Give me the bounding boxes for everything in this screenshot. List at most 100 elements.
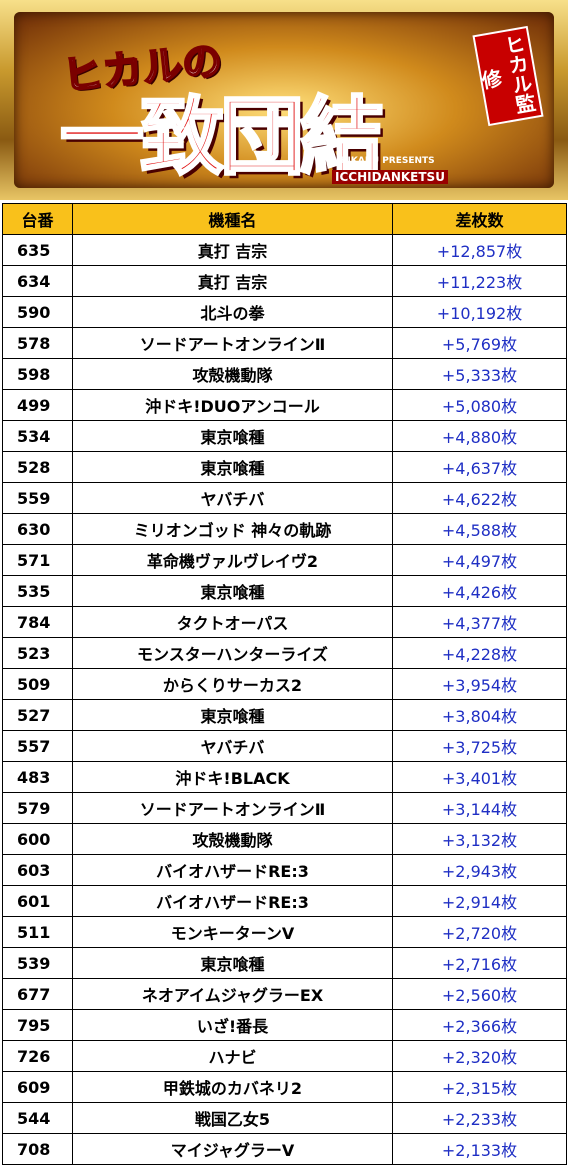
- machine-name: ソードアートオンラインⅡ: [72, 792, 393, 824]
- machine-number: 535: [2, 575, 73, 607]
- table-row: 677 ネオアイムジャグラーEX +2,560枚: [2, 978, 567, 1010]
- diff-count: +11,223枚: [392, 265, 567, 297]
- machine-name: ハナビ: [72, 1040, 393, 1072]
- diff-count: +5,080枚: [392, 389, 567, 421]
- diff-count: +4,497枚: [392, 544, 567, 576]
- machine-number: 677: [2, 978, 73, 1010]
- machine-name: 沖ドキ!BLACK: [72, 761, 393, 793]
- diff-count: +10,192枚: [392, 296, 567, 328]
- machine-number: 528: [2, 451, 73, 483]
- machine-name: マイジャグラーV: [72, 1133, 393, 1165]
- diff-count: +4,622枚: [392, 482, 567, 514]
- machine-number: 527: [2, 699, 73, 731]
- table-row: 630 ミリオンゴッド 神々の軌跡 +4,588枚: [2, 513, 567, 545]
- diff-count: +2,943枚: [392, 854, 567, 886]
- table-row: 483 沖ドキ!BLACK +3,401枚: [2, 761, 567, 793]
- machine-name: 攻殻機動隊: [72, 358, 393, 390]
- machine-name: からくりサーカス2: [72, 668, 393, 700]
- machine-name: 東京喰種: [72, 451, 393, 483]
- machine-number: 509: [2, 668, 73, 700]
- diff-count: +3,954枚: [392, 668, 567, 700]
- machine-name: バイオハザードRE:3: [72, 854, 393, 886]
- diff-count: +12,857枚: [392, 234, 567, 266]
- machine-number: 603: [2, 854, 73, 886]
- diff-count: +3,725枚: [392, 730, 567, 762]
- machine-number: 590: [2, 296, 73, 328]
- machine-number: 784: [2, 606, 73, 638]
- table-row: 708 マイジャグラーV +2,133枚: [2, 1133, 567, 1165]
- diff-count: +2,320枚: [392, 1040, 567, 1072]
- table-row: 535 東京喰種 +4,426枚: [2, 575, 567, 607]
- table-row: 571 革命機ヴァルヴレイヴ2 +4,497枚: [2, 544, 567, 576]
- machine-number: 578: [2, 327, 73, 359]
- machine-number: 571: [2, 544, 73, 576]
- banner-frame: [14, 12, 554, 188]
- table-row: 557 ヤバチバ +3,725枚: [2, 730, 567, 762]
- banner-title: 一致団結: [58, 87, 385, 188]
- table-row: 523 モンスターハンターライズ +4,228枚: [2, 637, 567, 669]
- table-row: 528 東京喰種 +4,637枚: [2, 451, 567, 483]
- machine-number: 579: [2, 792, 73, 824]
- machine-name: ミリオンゴッド 神々の軌跡: [72, 513, 393, 545]
- diff-count: +4,426枚: [392, 575, 567, 607]
- machine-number: 795: [2, 1009, 73, 1041]
- table-row: 578 ソードアートオンラインⅡ +5,769枚: [2, 327, 567, 359]
- machine-name: タクトオーパス: [72, 606, 393, 638]
- machine-name: 真打 吉宗: [72, 234, 393, 266]
- header-row: 台番 機種名 差枚数: [2, 203, 567, 235]
- machine-number: 534: [2, 420, 73, 452]
- diff-count: +2,133枚: [392, 1133, 567, 1165]
- machine-name: モンスターハンターライズ: [72, 637, 393, 669]
- table-row: 509 からくりサーカス2 +3,954枚: [2, 668, 567, 700]
- table-row: 539 東京喰種 +2,716枚: [2, 947, 567, 979]
- column-header: 差枚数: [392, 203, 567, 235]
- machine-number: 708: [2, 1133, 73, 1165]
- machine-name: ソードアートオンラインⅡ: [72, 327, 393, 359]
- banner-presents: HIKARU PRESENTS: [340, 156, 435, 166]
- table-row: 603 バイオハザードRE:3 +2,943枚: [2, 854, 567, 886]
- machine-name: モンキーターンV: [72, 916, 393, 948]
- diff-count: +2,720枚: [392, 916, 567, 948]
- diff-count: +5,333枚: [392, 358, 567, 390]
- diff-count: +2,233枚: [392, 1102, 567, 1134]
- machine-number: 726: [2, 1040, 73, 1072]
- diff-count: +4,588枚: [392, 513, 567, 545]
- table-row: 534 東京喰種 +4,880枚: [2, 420, 567, 452]
- machine-number: 630: [2, 513, 73, 545]
- machine-name: ヤバチバ: [72, 482, 393, 514]
- table-row: 609 甲鉄城のカバネリ2 +2,315枚: [2, 1071, 567, 1103]
- diff-count: +4,880枚: [392, 420, 567, 452]
- table-row: 544 戦国乙女5 +2,233枚: [2, 1102, 567, 1134]
- ranking-table: 台番 機種名 差枚数 635 真打 吉宗 +12,857枚 634 真打 吉宗 +11,223…: [2, 203, 567, 1165]
- diff-count: +3,144枚: [392, 792, 567, 824]
- table-row: 511 モンキーターンV +2,720枚: [2, 916, 567, 948]
- machine-name: 東京喰種: [72, 420, 393, 452]
- machine-number: 600: [2, 823, 73, 855]
- diff-count: +3,401枚: [392, 761, 567, 793]
- diff-count: +2,366枚: [392, 1009, 567, 1041]
- column-header: 機種名: [72, 203, 393, 235]
- diff-count: +4,377枚: [392, 606, 567, 638]
- table-row: 795 いざ!番長 +2,366枚: [2, 1009, 567, 1041]
- table-row: 784 タクトオーパス +4,377枚: [2, 606, 567, 638]
- machine-number: 544: [2, 1102, 73, 1134]
- machine-name: 北斗の拳: [72, 296, 393, 328]
- table-row: 600 攻殻機動隊 +3,132枚: [2, 823, 567, 855]
- machine-name: 戦国乙女5: [72, 1102, 393, 1134]
- machine-number: 511: [2, 916, 73, 948]
- diff-count: +4,228枚: [392, 637, 567, 669]
- diff-count: +3,132枚: [392, 823, 567, 855]
- machine-name: ヤバチバ: [72, 730, 393, 762]
- machine-name: 革命機ヴァルヴレイヴ2: [72, 544, 393, 576]
- diff-count: +2,560枚: [392, 978, 567, 1010]
- table-body: 635 真打 吉宗 +12,857枚 634 真打 吉宗 +11,223枚 590 北斗の拳 +…: [2, 234, 567, 1165]
- machine-number: 609: [2, 1071, 73, 1103]
- diff-count: +2,914枚: [392, 885, 567, 917]
- machine-name: バイオハザードRE:3: [72, 885, 393, 917]
- table-row: 527 東京喰種 +3,804枚: [2, 699, 567, 731]
- diff-count: +2,716枚: [392, 947, 567, 979]
- machine-name: 東京喰種: [72, 947, 393, 979]
- machine-name: 沖ドキ!DUOアンコール: [72, 389, 393, 421]
- diff-count: +5,769枚: [392, 327, 567, 359]
